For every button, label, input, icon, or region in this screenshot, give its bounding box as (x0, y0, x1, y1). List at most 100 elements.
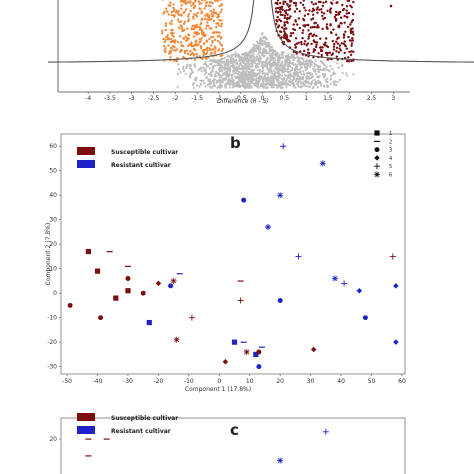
volcano-point (242, 73, 245, 76)
volcano-point (220, 80, 223, 83)
resistant-label: Resistant cultivar (111, 162, 171, 169)
volcano-point (335, 46, 339, 49)
volcano-point (298, 68, 301, 71)
volcano-point (325, 80, 328, 83)
volcano-point (300, 66, 303, 69)
volcano-point (203, 82, 206, 85)
volcano-point (263, 40, 266, 43)
volcano-point (347, 56, 350, 59)
cultivar-legend: Susceptible cultivar Resistant cultivar (77, 147, 178, 169)
x-tick-label: -1.5 (191, 95, 203, 102)
volcano-point (332, 28, 335, 31)
volcano-point (179, 0, 183, 3)
volcano-point (264, 36, 267, 39)
plot-area (60, 133, 406, 375)
volcano-point (318, 8, 321, 11)
volcano-point (278, 6, 282, 9)
volcano-point (269, 54, 272, 58)
volcano-point (236, 72, 239, 75)
volcano-point (279, 11, 282, 14)
volcano-point (267, 44, 270, 47)
volcano-point (259, 46, 262, 49)
square-marker (94, 268, 101, 274)
volcano-point (286, 16, 289, 20)
volcano-point (233, 67, 236, 70)
volcano-point (297, 82, 300, 85)
plot-area (60, 417, 406, 474)
volcano-point (275, 20, 279, 23)
volcano-point (233, 60, 236, 63)
volcano-point (190, 4, 193, 8)
volcano-point (280, 62, 283, 65)
volcano-point (315, 72, 318, 75)
volcano-point (194, 40, 197, 43)
volcano-point (283, 76, 286, 79)
volcano-point (284, 63, 287, 66)
volcano-point (321, 27, 324, 31)
volcano-point (272, 78, 275, 81)
volcano-point (190, 68, 193, 71)
volcano-point (276, 6, 280, 10)
volcano-point (230, 65, 233, 68)
volcano-point (276, 71, 279, 74)
x-tick-labels: -50 -40 -30 -20 -10 0 10 20 30 40 50 60 (62, 374, 406, 385)
volcano-point (333, 83, 336, 86)
volcano-point (281, 74, 284, 77)
volcano-point (163, 49, 166, 52)
circle-marker (125, 276, 131, 281)
volcano-point (331, 39, 334, 43)
volcano-point (300, 40, 303, 44)
volcano-point (278, 18, 281, 21)
significance-curve-left (48, 0, 255, 63)
volcano-point (219, 37, 222, 40)
volcano-point (352, 0, 355, 4)
volcano-point (301, 62, 305, 65)
volcano-point (291, 69, 294, 72)
y-tick-label: 30 (49, 217, 57, 224)
volcano-point (282, 2, 285, 6)
volcano-point (223, 57, 226, 60)
volcano-point (214, 0, 217, 2)
volcano-point (278, 53, 281, 56)
volcano-point (246, 65, 249, 68)
x-tick-label: 50 (368, 378, 376, 385)
volcano-point (195, 33, 198, 36)
volcano-point (189, 65, 192, 68)
volcano-point (329, 78, 332, 81)
volcano-point (307, 60, 310, 63)
volcano-point (303, 40, 307, 43)
volcano-point (267, 60, 271, 63)
volcano-point (278, 76, 281, 79)
volcano-point (345, 5, 349, 8)
volcano-point (316, 86, 319, 89)
volcano-point (220, 49, 224, 53)
volcano-point (279, 13, 282, 16)
volcano-point (343, 34, 346, 37)
volcano-point (300, 73, 303, 76)
volcano-point (262, 76, 265, 79)
volcano-point (304, 81, 307, 84)
volcano-point (302, 59, 305, 63)
volcano-point (176, 12, 180, 15)
volcano-point (270, 57, 273, 60)
volcano-point (319, 84, 323, 87)
volcano-point (243, 78, 246, 81)
volcano-point (332, 45, 336, 48)
volcano-point (281, 66, 284, 69)
volcano-point (319, 82, 322, 85)
volcano-point (247, 80, 250, 83)
volcano-point (346, 74, 349, 77)
volcano-point (303, 66, 307, 69)
volcano-point (339, 16, 343, 19)
volcano-point (218, 86, 221, 89)
volcano-point (294, 63, 297, 66)
volcano-point (311, 72, 314, 76)
volcano-point (235, 85, 238, 88)
volcano-point (277, 84, 280, 87)
volcano-point (287, 38, 290, 42)
volcano-point (251, 54, 254, 58)
diamond-marker (374, 155, 380, 161)
volcano-point (285, 36, 289, 39)
volcano-point (226, 74, 229, 77)
volcano-point (324, 41, 327, 44)
